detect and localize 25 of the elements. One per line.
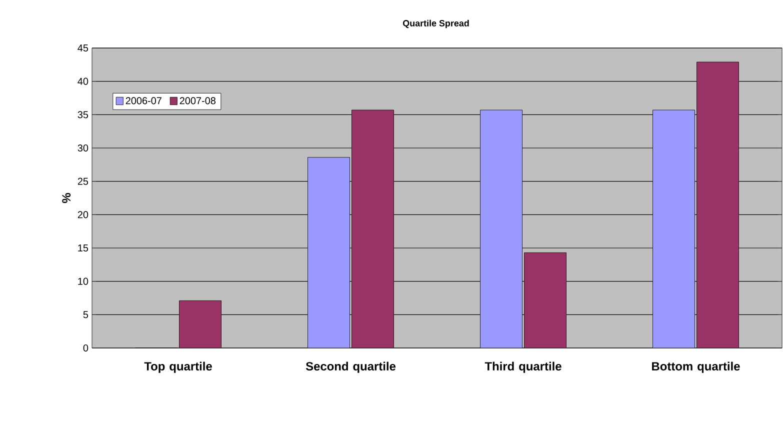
bar (352, 110, 394, 348)
y-tick-label: 0 (83, 344, 88, 352)
y-tick-label: 10 (78, 278, 88, 285)
legend-label: 2006-07 (126, 97, 162, 104)
bar (524, 252, 566, 348)
x-tick-label: Top quartile (144, 362, 212, 373)
y-tick-label: 45 (78, 44, 88, 52)
x-tick-label: Bottom quartile (652, 362, 740, 373)
y-tick-label: 15 (78, 244, 88, 252)
y-tick-label: 25 (78, 178, 88, 185)
y-axis-title: % (62, 193, 71, 204)
bar (308, 157, 350, 348)
y-tick-label: 40 (78, 78, 88, 85)
x-tick-label: Second quartile (306, 362, 396, 373)
bar (480, 110, 522, 348)
bar (179, 300, 222, 348)
chart-title: Quartile Spread (402, 20, 469, 28)
y-tick-label: 5 (83, 311, 88, 318)
bar (696, 62, 739, 348)
bar (652, 110, 695, 348)
y-tick-label: 35 (78, 111, 88, 118)
y-tick-label: 20 (78, 211, 88, 218)
x-tick-label: Third quartile (484, 362, 562, 373)
y-tick-label: 30 (78, 144, 88, 152)
legend-label: 2007-08 (180, 97, 216, 104)
